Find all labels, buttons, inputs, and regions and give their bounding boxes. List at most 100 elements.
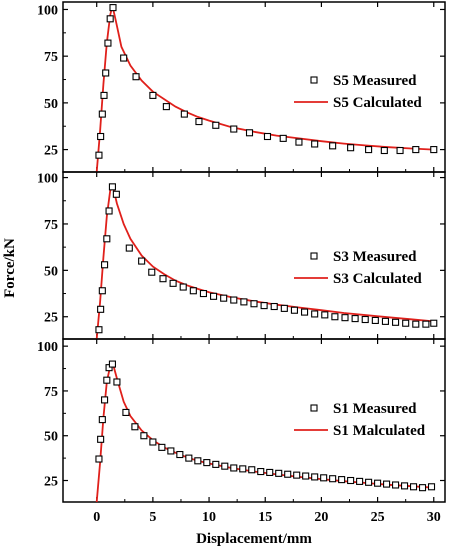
measured-point [203, 459, 211, 467]
measured-point [125, 244, 133, 252]
measured-point [392, 318, 400, 326]
measured-point [167, 447, 175, 455]
measured-point [270, 302, 278, 311]
measured-point [401, 482, 409, 490]
measured-point [380, 146, 388, 155]
measured-point [329, 142, 337, 150]
legend-label-measured: S1 Measured [333, 401, 417, 417]
measured-point [331, 313, 339, 321]
measured-point [365, 146, 373, 154]
measured-point [329, 475, 337, 483]
measured-point [284, 470, 292, 478]
measured-point [290, 306, 298, 314]
measured-point [148, 268, 156, 276]
measured-point [103, 235, 111, 243]
measured-point [95, 455, 103, 463]
measured-point [210, 292, 218, 300]
measured-point [311, 473, 319, 481]
measured-point [275, 469, 283, 477]
measured-point [95, 326, 103, 334]
x-tick-label: 30 [427, 510, 441, 525]
y-tick-label: 100 [37, 340, 58, 355]
measured-point [105, 207, 113, 215]
measured-point [106, 15, 114, 23]
measured-point [427, 483, 436, 491]
panel-s3: 25 50 75 100 S3 Measured S3 Calculated [37, 171, 446, 340]
measured-point [279, 134, 287, 142]
measured-point [122, 408, 130, 416]
measured-point [295, 138, 303, 146]
y-tick-label: 50 [44, 430, 58, 445]
measured-point [230, 125, 238, 133]
measured-point [97, 132, 105, 141]
measured-point [430, 319, 438, 327]
measured-point [361, 315, 369, 324]
measured-point [320, 474, 328, 482]
y-axis-title: Force/kN [2, 238, 18, 298]
measured-point [266, 468, 274, 476]
x-tick-label: 5 [149, 510, 156, 525]
legend-label-calculated: S5 Calculated [333, 95, 422, 111]
measured-point [195, 118, 203, 126]
measured-point [159, 275, 167, 283]
x-tick-label: 0 [93, 510, 100, 525]
x-tick-label: 20 [314, 510, 328, 525]
measured-point [412, 320, 420, 328]
measured-point [280, 304, 288, 312]
measured-point [113, 378, 121, 386]
y-tick-label: 25 [44, 475, 58, 490]
measured-point [101, 261, 109, 269]
y-tick-label: 75 [44, 218, 58, 233]
panel-s1: 25 50 75 100 S1 Measured S1 Malculated [37, 338, 446, 503]
measured-point [230, 296, 238, 304]
legend-label-measured: S5 Measured [333, 73, 417, 89]
calculated-line [95, 5, 434, 173]
y-tick-label: 100 [37, 172, 58, 187]
measured-point [422, 320, 430, 328]
measured-point [351, 315, 359, 323]
measured-point [356, 477, 364, 485]
measured-point [293, 471, 301, 479]
measured-point [109, 4, 117, 12]
measured-point [212, 460, 220, 468]
legend-marker-measured [310, 404, 318, 412]
measured-point [98, 287, 106, 295]
x-tick-label: 10 [202, 510, 216, 525]
measured-point [98, 416, 106, 424]
measured-point [412, 146, 420, 154]
measured-point [311, 310, 319, 318]
y-tick-label: 50 [44, 97, 58, 112]
y-tick-label: 75 [44, 385, 58, 400]
legend-label-measured: S3 Measured [333, 249, 417, 265]
measured-point [338, 476, 346, 484]
measured-point [402, 319, 410, 327]
measured-point [311, 140, 319, 148]
measured-point [189, 287, 197, 295]
measured-point [392, 481, 400, 489]
measured-point [212, 121, 220, 129]
measured-point [140, 432, 148, 440]
measured-point [180, 110, 188, 118]
measured-point [430, 146, 438, 154]
measured-point [302, 472, 310, 480]
measured-point [260, 302, 268, 310]
measured-point [98, 110, 106, 118]
measured-point [240, 298, 248, 306]
measured-point [97, 305, 105, 313]
measured-point [248, 466, 256, 474]
measured-point [245, 129, 254, 137]
measured-point [418, 484, 427, 492]
measured-point [158, 443, 166, 451]
legend-label-calculated: S1 Malculated [333, 423, 426, 439]
y-tick-label: 25 [44, 144, 58, 159]
x-axis-title: Displacement/mm [196, 531, 312, 547]
legend-label-calculated: S3 Calculated [333, 271, 422, 287]
measured-point [169, 279, 177, 287]
measured-point [199, 289, 207, 298]
measured-point [321, 311, 329, 319]
y-tick-label: 100 [37, 3, 58, 18]
measured-point [409, 483, 418, 491]
measured-point [347, 144, 355, 152]
measured-point [263, 132, 272, 141]
